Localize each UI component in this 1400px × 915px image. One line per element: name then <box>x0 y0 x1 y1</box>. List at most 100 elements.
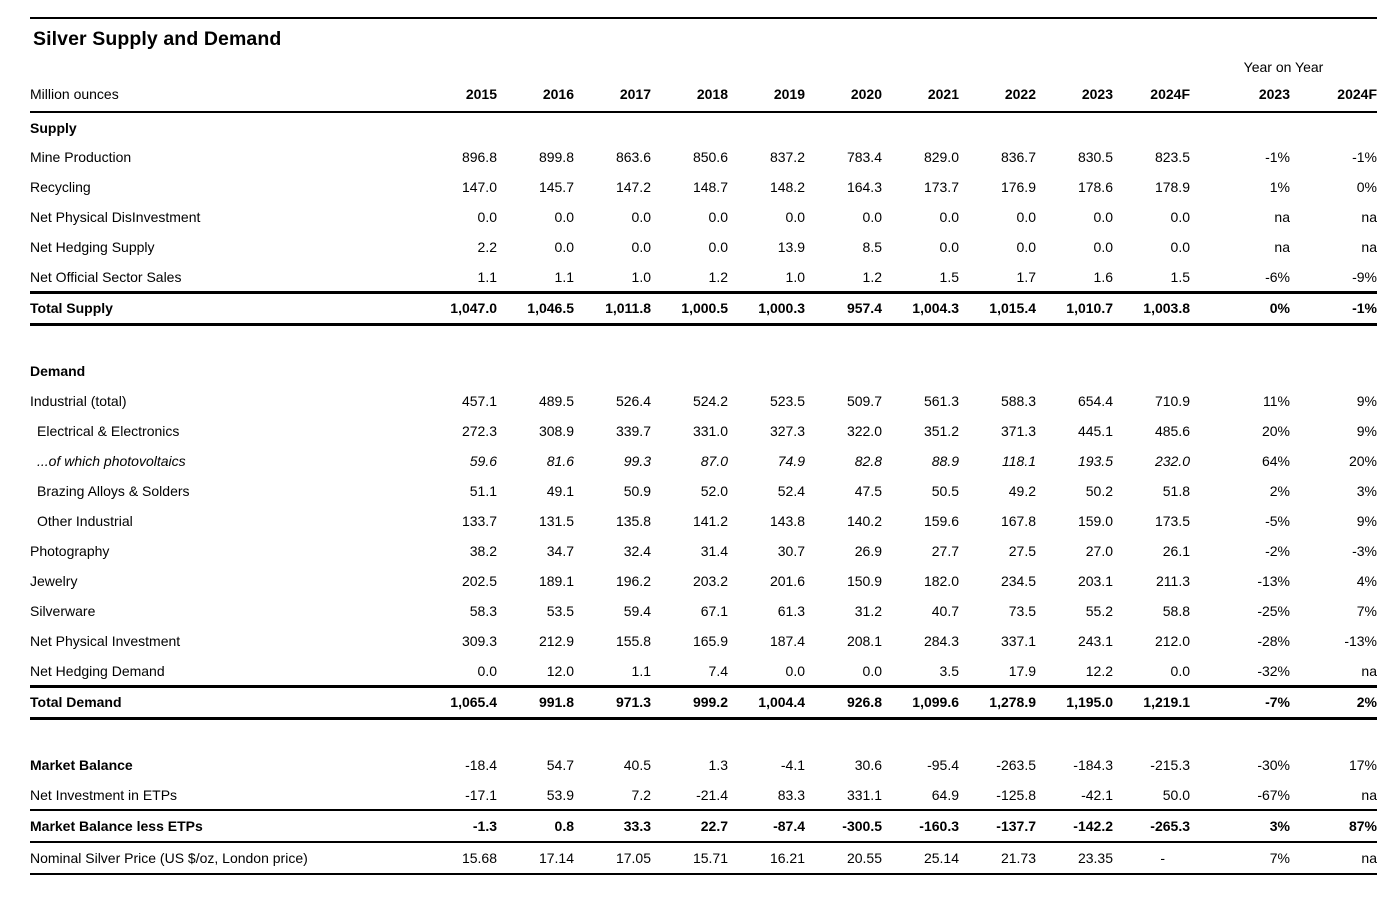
cell-2018: 850.6 <box>692 149 728 166</box>
cell-2015: 457.1 <box>461 393 497 410</box>
cell-2018 <box>651 356 728 386</box>
cell-2018: 87.0 <box>700 453 728 470</box>
cell-yoy-2023: 11% <box>1263 393 1290 410</box>
cell-2024F: 485.6 <box>1154 423 1190 440</box>
cell-yoy-2024F: na <box>1361 239 1377 256</box>
cell-yoy-2024F: 9% <box>1356 513 1377 530</box>
row-label: Total Supply <box>30 292 420 326</box>
cell-yoy-2023: -1% <box>1265 149 1290 166</box>
cell-yoy-2024F: -1% <box>1290 292 1377 326</box>
cell-2024F: 26.1 <box>1162 543 1190 560</box>
cell-yoy-2024F: 9% <box>1356 423 1377 440</box>
cell-2016: 0.8 <box>497 810 574 844</box>
cell-2021: 3.5 <box>882 656 959 688</box>
cell-2019: 74.9 <box>777 453 805 470</box>
cell-yoy-2023: 3% <box>1190 810 1290 844</box>
cell-yoy-2024F: na <box>1290 780 1377 812</box>
cell-2021: 351.2 <box>923 423 959 440</box>
row-label: Net Official Sector Sales <box>30 262 420 294</box>
cell-2018: 165.9 <box>692 633 728 650</box>
cell-2021: 182.0 <box>923 573 959 590</box>
cell-2016: 489.5 <box>538 393 574 410</box>
cell-2019: 83.3 <box>728 780 805 812</box>
cell-2022: 176.9 <box>1000 179 1036 196</box>
row-net-official-sector-sales: Net Official Sector Sales 1.1 1.1 1.0 1.2 1.0… <box>30 262 1377 294</box>
cell-2017 <box>574 112 651 142</box>
cell-2015: 309.3 <box>461 633 497 650</box>
cell-yoy-2024F: na <box>1361 209 1377 226</box>
cell-2019: 523.5 <box>769 393 805 410</box>
cell-yoy-2024F: 3% <box>1356 483 1377 500</box>
cell-2020 <box>805 356 882 386</box>
cell-2021: 159.6 <box>923 513 959 530</box>
cell-2016: 189.1 <box>538 573 574 590</box>
cell-2017: 50.9 <box>623 483 651 500</box>
cell-yoy-2023 <box>1190 112 1290 142</box>
row-nominal-silver-price-us-oz-london-price: Nominal Silver Price (US $/oz, London pr… <box>30 842 1377 876</box>
cell-2022: 0.0 <box>1016 209 1036 226</box>
cell-2023: 193.5 <box>1077 453 1113 470</box>
cell-2020: 82.8 <box>854 453 882 470</box>
row-net-physical-disinvestment: Net Physical DisInvestment 0.0 0.0 0.0 0.0 0.… <box>30 202 1377 232</box>
cell-2023: -42.1 <box>1036 780 1113 812</box>
cell-yoy-2023: -30% <box>1257 757 1290 774</box>
cell-2023 <box>1036 356 1113 386</box>
cell-2019: 61.3 <box>777 603 805 620</box>
cell-2024F: 1,003.8 <box>1113 292 1190 326</box>
cell-2020: 1.2 <box>805 262 882 294</box>
cell-2022: 73.5 <box>1008 603 1036 620</box>
cell-2023: 178.6 <box>1077 179 1113 196</box>
cell-yoy-2024F: -3% <box>1352 543 1377 560</box>
cell-2016: 54.7 <box>546 757 574 774</box>
row-of-which-photovoltaics: ...of which photovoltaics 59.6 81.6 99.3 87.… <box>30 446 1377 476</box>
cell-2024F: 823.5 <box>1154 149 1190 166</box>
cell-yoy-2023 <box>1190 356 1290 386</box>
cell-yoy-2024F: na <box>1290 656 1377 688</box>
cell-2021: 284.3 <box>923 633 959 650</box>
row-label: Demand <box>30 363 86 380</box>
col-header-2019: 2019 <box>728 78 805 114</box>
cell-2022: 337.1 <box>1000 633 1036 650</box>
cell-yoy-2023: 2% <box>1269 483 1290 500</box>
row-silverware: Silverware 58.3 53.5 59.4 67.1 61.3 31.2 40.7 73… <box>30 596 1377 626</box>
cell-2022: 1,015.4 <box>959 292 1036 326</box>
cell-2023: 0.0 <box>1093 209 1113 226</box>
cell-2015: 133.7 <box>461 513 497 530</box>
cell-2023: -142.2 <box>1036 810 1113 844</box>
cell-2023: 23.35 <box>1036 842 1113 876</box>
cell-yoy-2024F: 87% <box>1290 810 1377 844</box>
cell-2018: 203.2 <box>692 573 728 590</box>
cell-2017: 99.3 <box>623 453 651 470</box>
cell-2018: 1.2 <box>651 262 728 294</box>
cell-2018: -21.4 <box>651 780 728 812</box>
cell-2019: 143.8 <box>769 513 805 530</box>
cell-2019: 201.6 <box>769 573 805 590</box>
cell-yoy-2024F: 4% <box>1356 573 1377 590</box>
yoy-spacer-cell <box>30 50 1190 78</box>
cell-2015: 147.0 <box>461 179 497 196</box>
cell-2021: 173.7 <box>923 179 959 196</box>
cell-2023: 830.5 <box>1077 149 1113 166</box>
cell-2015: 1,065.4 <box>420 686 497 720</box>
cell-2021: 64.9 <box>882 780 959 812</box>
cell-2021: 40.7 <box>931 603 959 620</box>
cell-2022: 234.5 <box>1000 573 1036 590</box>
cell-2021: 25.14 <box>882 842 959 876</box>
cell-2017: 0.0 <box>631 209 651 226</box>
cell-2020: 47.5 <box>854 483 882 500</box>
cell-2018: 7.4 <box>651 656 728 688</box>
row-label: Net Hedging Supply <box>30 239 155 256</box>
col-header-2023: 2023 <box>1036 78 1113 114</box>
cell-2022: 27.5 <box>1008 543 1036 560</box>
cell-2017: 0.0 <box>631 239 651 256</box>
cell-2018: 67.1 <box>700 603 728 620</box>
cell-2018: 999.2 <box>651 686 728 720</box>
cell-yoy-2023: 1% <box>1269 179 1290 196</box>
cell-2023: 203.1 <box>1077 573 1113 590</box>
row-label: Mine Production <box>30 149 132 166</box>
cell-2018: 52.0 <box>700 483 728 500</box>
cell-2016: 1,046.5 <box>497 292 574 326</box>
row-label: Market Balance <box>30 757 133 774</box>
col-header-2015: 2015 <box>420 78 497 114</box>
